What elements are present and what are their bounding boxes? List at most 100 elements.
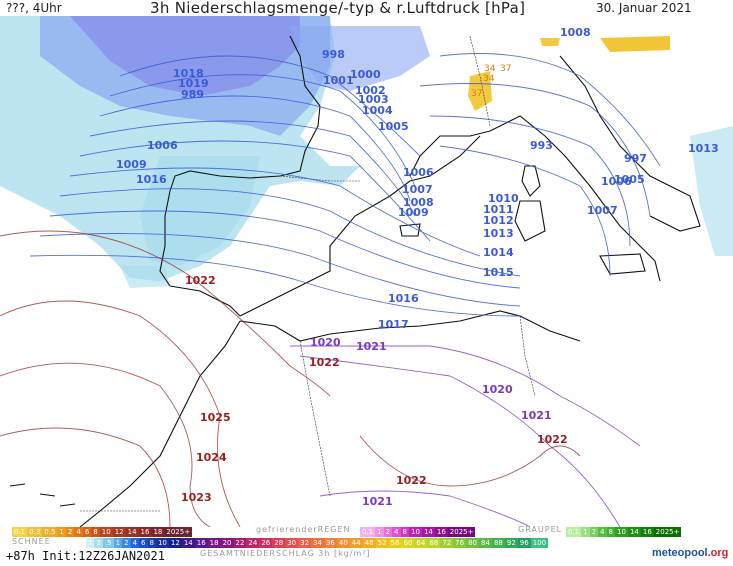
isobar-label: 1024	[196, 451, 227, 464]
precip-area-france	[290, 26, 430, 91]
isobar-label: 1020	[310, 336, 341, 349]
legend-cell: 4	[392, 527, 401, 537]
isobar-line	[59, 188, 521, 277]
legend-cell: .5	[102, 538, 114, 548]
legend-cell: 10	[155, 538, 169, 548]
legend-cell: 88	[491, 538, 505, 548]
borders	[80, 35, 536, 512]
legend-cell: 60	[401, 538, 415, 548]
isobar-label: 1017	[378, 318, 409, 331]
legend-cell: 48	[362, 538, 376, 548]
isobar-label: 1025	[200, 411, 231, 424]
legend-cell: 18	[151, 527, 165, 537]
freezing-rain-scale-wrap: 0.1 1 2 4 8 10 14 16 2025+	[360, 527, 476, 537]
isobar-label: 1011	[483, 203, 514, 216]
isobar-label: 1022	[537, 433, 568, 446]
isobar-label: 1021	[362, 495, 393, 508]
isobar-label: 37	[500, 64, 511, 74]
isobar-label: 1022	[396, 474, 427, 487]
legend-cell: 22	[233, 538, 247, 548]
isobar-label: 1006	[147, 139, 178, 152]
isobar-label: 1022	[185, 274, 216, 287]
isobar-label: 1013	[688, 142, 719, 155]
isobar-label: 1019	[178, 77, 209, 90]
isobar-line	[319, 490, 531, 527]
legend-cell: 72	[440, 538, 454, 548]
logo-main: meteopool	[652, 547, 708, 559]
legend-cell: 16	[434, 527, 448, 537]
precipitation-areas	[0, 16, 733, 288]
legend-cell: 8	[400, 527, 410, 537]
snow-legend-label: SCHNEE	[12, 537, 51, 546]
legend-cell: 6	[139, 538, 148, 548]
logo-tld: .org	[707, 547, 729, 559]
legend-cell: 2	[94, 538, 103, 548]
border-france-italy	[469, 35, 491, 127]
isobar-label: 37	[471, 89, 482, 99]
isobar-line	[99, 95, 411, 202]
legend-cell: 0.1	[360, 527, 376, 537]
legend-cell: 4	[74, 527, 83, 537]
border-spain-france	[279, 175, 360, 182]
legend-cell: 84	[479, 538, 492, 548]
isobar-label: 993	[530, 139, 553, 152]
legend-cell: 10	[409, 527, 422, 537]
isobar-label: 998	[322, 48, 345, 61]
isobar-label: 1016	[388, 292, 419, 305]
isobar-label: 1001	[323, 74, 354, 87]
legend-cell: 16	[640, 527, 654, 537]
legend-cell: 14	[181, 538, 195, 548]
isobar-label: 1013	[483, 227, 514, 240]
isobar-label: 1008	[560, 26, 591, 39]
graupel-scale-wrap: 0.1 1 2 4 8 10 14 16 2025+	[566, 527, 682, 537]
legend-cell: 32	[298, 538, 312, 548]
isobar-label: 1010	[488, 192, 519, 205]
meteopool-logo[interactable]: meteopool.org	[652, 547, 728, 559]
snow-legend: 0.1 0.3 0.5 1 2 4 6 8 10 12 14 16 18 2025+ SCHNEE	[12, 527, 193, 546]
coast-italy-east	[559, 55, 701, 232]
legend-cell: 56	[388, 538, 402, 548]
legend-cell: 24	[246, 538, 260, 548]
isobar-label: 34	[483, 74, 495, 84]
isobar-label: 1000	[350, 68, 381, 81]
rain-legend-scale: 1 2.5 1 2 4 6 8 10 12 14 16 18 20 22 24 26 28 30 32 34 36 40 4…	[86, 538, 549, 548]
freezing-rain-label: gefrierenderREGEN	[256, 525, 351, 534]
isobar-label: 1006	[601, 175, 632, 188]
coast-canary-islands	[9, 483, 76, 507]
coast-iberia-east	[239, 135, 481, 317]
isobar-labels-red: 1022 1022 1025 1024 1023 1022 1022	[181, 274, 568, 504]
isobar-labels-blue: 9981000100110021003100410051006100710081…	[116, 26, 719, 331]
legend-cell: 16	[194, 538, 208, 548]
snow-area-corner	[540, 38, 560, 46]
isobar-label: 1012	[483, 214, 514, 227]
legend-cell: 68	[427, 538, 441, 548]
isobar-line	[0, 362, 211, 527]
isobar-label: 1009	[398, 206, 429, 219]
coast-morocco-west	[79, 320, 241, 527]
coast-iberia-north	[169, 170, 281, 192]
legend-cell: 2025+	[447, 527, 476, 537]
header-forecast-time: ???, 4Uhr	[6, 1, 62, 15]
isobar-line	[79, 140, 431, 242]
isobar-label: 1003	[358, 93, 389, 106]
legend-cell: 2	[383, 527, 393, 537]
legend-cell: 8	[147, 538, 156, 548]
legend-cell: 1	[581, 527, 590, 537]
isobar-label: 1009	[116, 158, 147, 171]
snow-area-alps	[600, 36, 670, 52]
legend-cell: 8	[91, 527, 100, 537]
forecast-date: 30. Januar 2021	[596, 1, 692, 15]
legend-cell: 36	[323, 538, 337, 548]
legend-cell: 2	[589, 527, 599, 537]
isobar-label: 1023	[181, 491, 212, 504]
snow-area-maritime-alps	[468, 71, 492, 111]
legend-cell: 4	[598, 527, 607, 537]
legend-cell: 1	[57, 527, 66, 537]
legend-cell: 0.3	[27, 527, 43, 537]
isobar-label: 1006	[403, 166, 434, 179]
isobar-label: 1022	[309, 356, 340, 369]
isobar-line	[0, 300, 241, 527]
legend-cell: 1	[113, 538, 123, 548]
